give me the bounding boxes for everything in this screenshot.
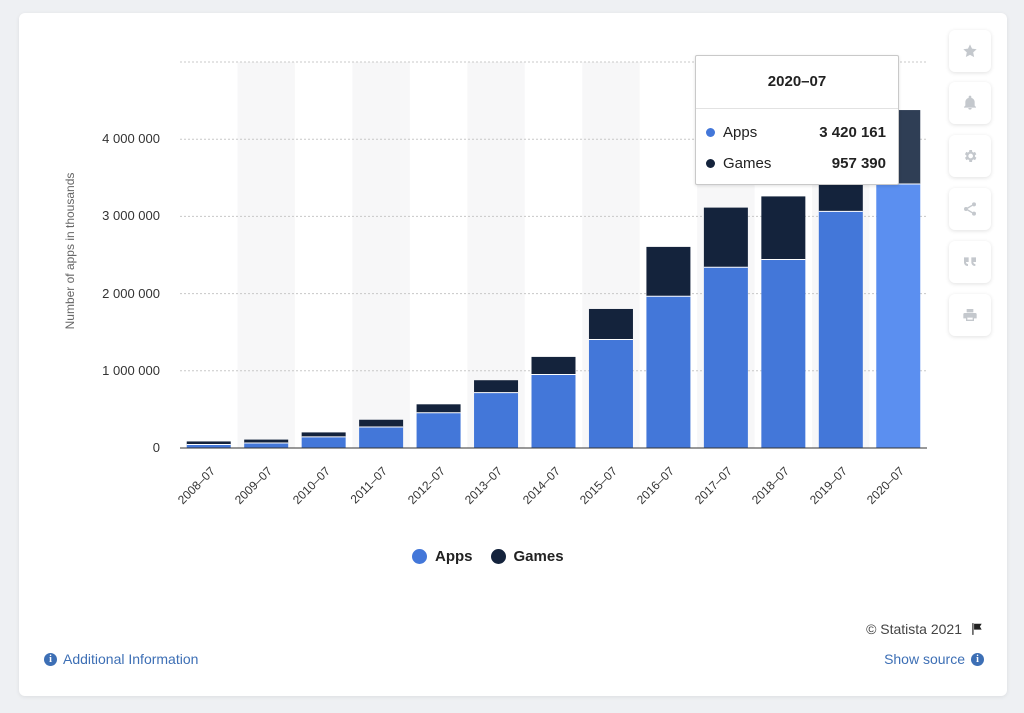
y-tick-label: 3 000 000: [102, 208, 160, 224]
tooltip-apps-marker: [706, 128, 715, 137]
bar-games-2009–07[interactable]: [244, 439, 289, 444]
chart-tooltip: 2020–07 Apps 3 420 161 Games 957 390: [695, 55, 899, 185]
flag-icon[interactable]: [970, 622, 984, 636]
tooltip-row-apps: Apps 3 420 161: [696, 117, 898, 148]
copyright-text: © Statista 2021: [866, 621, 962, 637]
chart-legend: Apps Games: [412, 548, 564, 565]
bar-games-2015–07[interactable]: [588, 308, 633, 340]
print-button[interactable]: [949, 294, 991, 336]
additional-information-label: Additional Information: [63, 651, 199, 667]
y-tick-label: 0: [152, 440, 160, 455]
legend-games-marker: [490, 549, 506, 564]
bell-icon: [964, 95, 976, 110]
bar-apps-2016–07[interactable]: [646, 296, 691, 448]
bar-apps-2019–07[interactable]: [818, 211, 863, 448]
show-source-link[interactable]: Show source i: [884, 651, 984, 667]
share-button[interactable]: [949, 188, 991, 230]
legend-games-label: Games: [513, 548, 564, 565]
background-band: [352, 62, 410, 448]
bar-apps-2008–07[interactable]: [186, 444, 231, 448]
bar-apps-2011–07[interactable]: [359, 427, 404, 448]
tooltip-games-value: 957 390: [831, 155, 886, 172]
tooltip-apps-label: Apps: [723, 124, 758, 141]
bar-games-2018–07[interactable]: [761, 196, 806, 260]
bar-games-2016–07[interactable]: [646, 246, 691, 297]
info-icon: i: [44, 652, 57, 666]
notification-button[interactable]: [949, 82, 991, 124]
y-tick-label: 4 000 000: [102, 131, 160, 147]
copyright: © Statista 2021: [866, 621, 984, 637]
bar-games-2011–07[interactable]: [359, 419, 404, 428]
bar-apps-2017–07[interactable]: [703, 267, 748, 448]
favorite-button[interactable]: [949, 30, 991, 72]
star-icon: [963, 44, 977, 58]
legend-apps-marker: [412, 549, 427, 564]
bar-apps-2015–07[interactable]: [588, 339, 633, 448]
show-source-label: Show source: [884, 651, 965, 667]
print-icon: [963, 309, 977, 321]
bar-games-2013–07[interactable]: [474, 380, 519, 393]
bar-apps-2012–07[interactable]: [416, 412, 461, 448]
bar-games-2012–07[interactable]: [416, 404, 461, 413]
bar-apps-2014–07[interactable]: [531, 374, 576, 448]
y-tick-label: 2 000 000: [102, 285, 160, 301]
additional-information-link[interactable]: i Additional Information: [44, 651, 198, 667]
legend-apps-label: Apps: [435, 548, 473, 565]
tooltip-games-marker: [706, 159, 715, 168]
bar-apps-2018–07[interactable]: [761, 259, 806, 448]
legend-item-apps[interactable]: Apps: [412, 548, 473, 565]
tooltip-apps-value: 3 420 161: [819, 124, 886, 141]
tooltip-title: 2020–07: [696, 56, 898, 109]
settings-button[interactable]: [949, 135, 991, 177]
bar-apps-2009–07[interactable]: [244, 443, 289, 448]
bar-apps-2013–07[interactable]: [474, 392, 519, 448]
share-icon: [964, 202, 976, 216]
background-band: [237, 62, 295, 448]
legend-item-games[interactable]: Games: [490, 548, 564, 565]
tooltip-games-label: Games: [723, 155, 772, 172]
bar-games-2017–07[interactable]: [703, 207, 748, 268]
y-axis-label: Number of apps in thousands: [63, 172, 77, 330]
gear-icon: [964, 150, 977, 162]
y-tick-label: 1 000 000: [102, 362, 160, 378]
bar-games-2014–07[interactable]: [531, 356, 576, 375]
info-icon: i: [971, 652, 984, 666]
bar-games-2010–07[interactable]: [301, 432, 346, 437]
cite-button[interactable]: [949, 241, 991, 283]
quote-icon: [964, 257, 976, 266]
bar-games-2008–07[interactable]: [186, 441, 231, 445]
bar-apps-2010–07[interactable]: [301, 436, 346, 448]
tooltip-row-games: Games 957 390: [696, 148, 898, 179]
bar-apps-2020–07[interactable]: [876, 183, 921, 449]
